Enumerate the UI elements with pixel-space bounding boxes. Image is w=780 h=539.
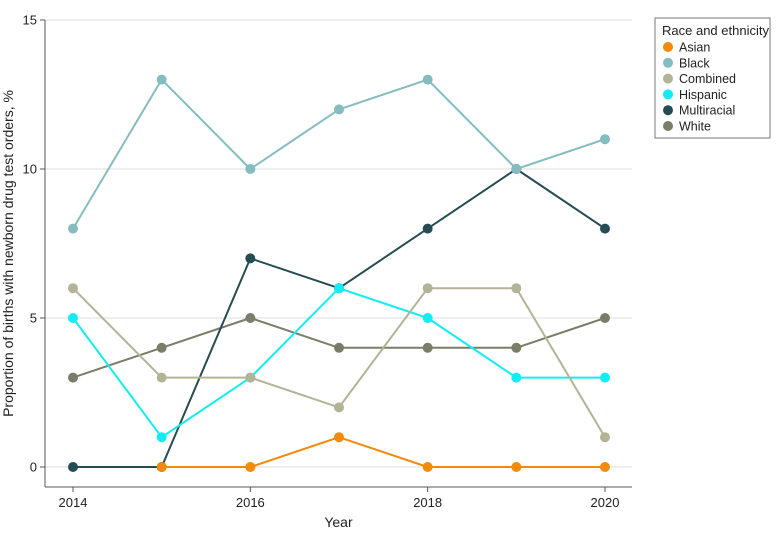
legend-marker-combined [663, 73, 673, 84]
legend-title: Race and ethnicity [662, 23, 769, 38]
data-point-black [245, 164, 256, 174]
series-line-combined [72, 287, 606, 438]
data-point-asian [511, 462, 522, 472]
data-point-hispanic [68, 313, 78, 323]
data-point-combined [156, 372, 167, 383]
data-point-hispanic [334, 283, 344, 294]
series-line-black [72, 78, 606, 230]
data-point-multiracial [68, 462, 78, 472]
data-point-white [422, 342, 433, 353]
legend-item-asian: Asian [663, 41, 710, 55]
x-tick-label: 2014 [59, 495, 88, 510]
legend-label-asian: Asian [679, 41, 710, 55]
data-point-hispanic [422, 313, 433, 323]
data-point-white [600, 313, 610, 323]
data-point-white [511, 342, 522, 353]
data-point-combined [245, 372, 256, 383]
y-axis-title: Proportion of births with newborn drug t… [0, 90, 16, 417]
series-combined [68, 283, 610, 443]
data-point-asian [422, 462, 433, 472]
data-point-asian [156, 462, 167, 472]
series-line-hispanic [72, 287, 605, 439]
x-axis-title: Year [324, 514, 353, 530]
data-point-asian [245, 462, 256, 472]
series-black [68, 74, 610, 234]
y-tick-label: 10 [23, 162, 37, 177]
data-point-black [422, 74, 433, 85]
legend-item-white: White [663, 120, 711, 134]
data-point-hispanic [600, 372, 610, 383]
legend-marker-hispanic [663, 89, 673, 100]
x-tick-label: 2016 [236, 495, 265, 510]
legend-marker-black [663, 57, 673, 68]
data-point-asian [600, 462, 610, 472]
data-point-white [334, 342, 344, 353]
legend-label-black: Black [679, 56, 710, 70]
legend-item-multiracial: Multiracial [663, 104, 735, 118]
legend-label-white: White [679, 120, 711, 134]
legend-item-combined: Combined [663, 72, 736, 86]
data-point-combined [422, 283, 433, 294]
data-point-black [600, 134, 610, 145]
data-point-hispanic [156, 432, 167, 443]
data-point-black [334, 104, 344, 115]
legend-marker-asian [663, 42, 673, 52]
tick-labels: 0 5 10 15 2014 2016 2018 2020 [23, 13, 620, 511]
data-point-white [245, 313, 256, 323]
legend-item-hispanic: Hispanic [663, 88, 727, 102]
x-tick-label: 2018 [413, 495, 442, 510]
y-tick-label: 0 [30, 460, 37, 475]
plot-frame [44, 20, 632, 488]
series-line-asian [161, 436, 605, 468]
legend-label-combined: Combined [679, 72, 736, 86]
data-point-multiracial [245, 253, 256, 264]
data-point-multiracial [422, 223, 433, 234]
legend-marker-white [663, 121, 673, 131]
data-point-combined [600, 432, 610, 443]
series-lines [68, 74, 610, 472]
legend-box [654, 17, 771, 139]
x-tick-label: 2020 [591, 495, 620, 510]
data-point-combined [334, 402, 344, 413]
legend-label-hispanic: Hispanic [679, 88, 727, 102]
data-point-black [156, 74, 167, 85]
y-tick-label: 5 [30, 311, 37, 326]
data-point-hispanic [511, 372, 522, 383]
data-point-white [68, 372, 78, 383]
series-asian [156, 432, 610, 472]
data-point-black [68, 223, 78, 234]
data-point-multiracial [600, 223, 610, 234]
data-point-combined [511, 283, 522, 294]
data-point-black [511, 164, 522, 174]
data-point-asian [334, 432, 344, 443]
legend-item-black: Black [663, 56, 710, 70]
legend-label-multiracial: Multiracial [679, 104, 735, 118]
legend-marker-multiracial [663, 105, 673, 116]
y-tick-label: 15 [23, 13, 37, 28]
series-white [68, 313, 610, 383]
data-point-combined [68, 283, 78, 294]
data-point-white [156, 342, 167, 353]
